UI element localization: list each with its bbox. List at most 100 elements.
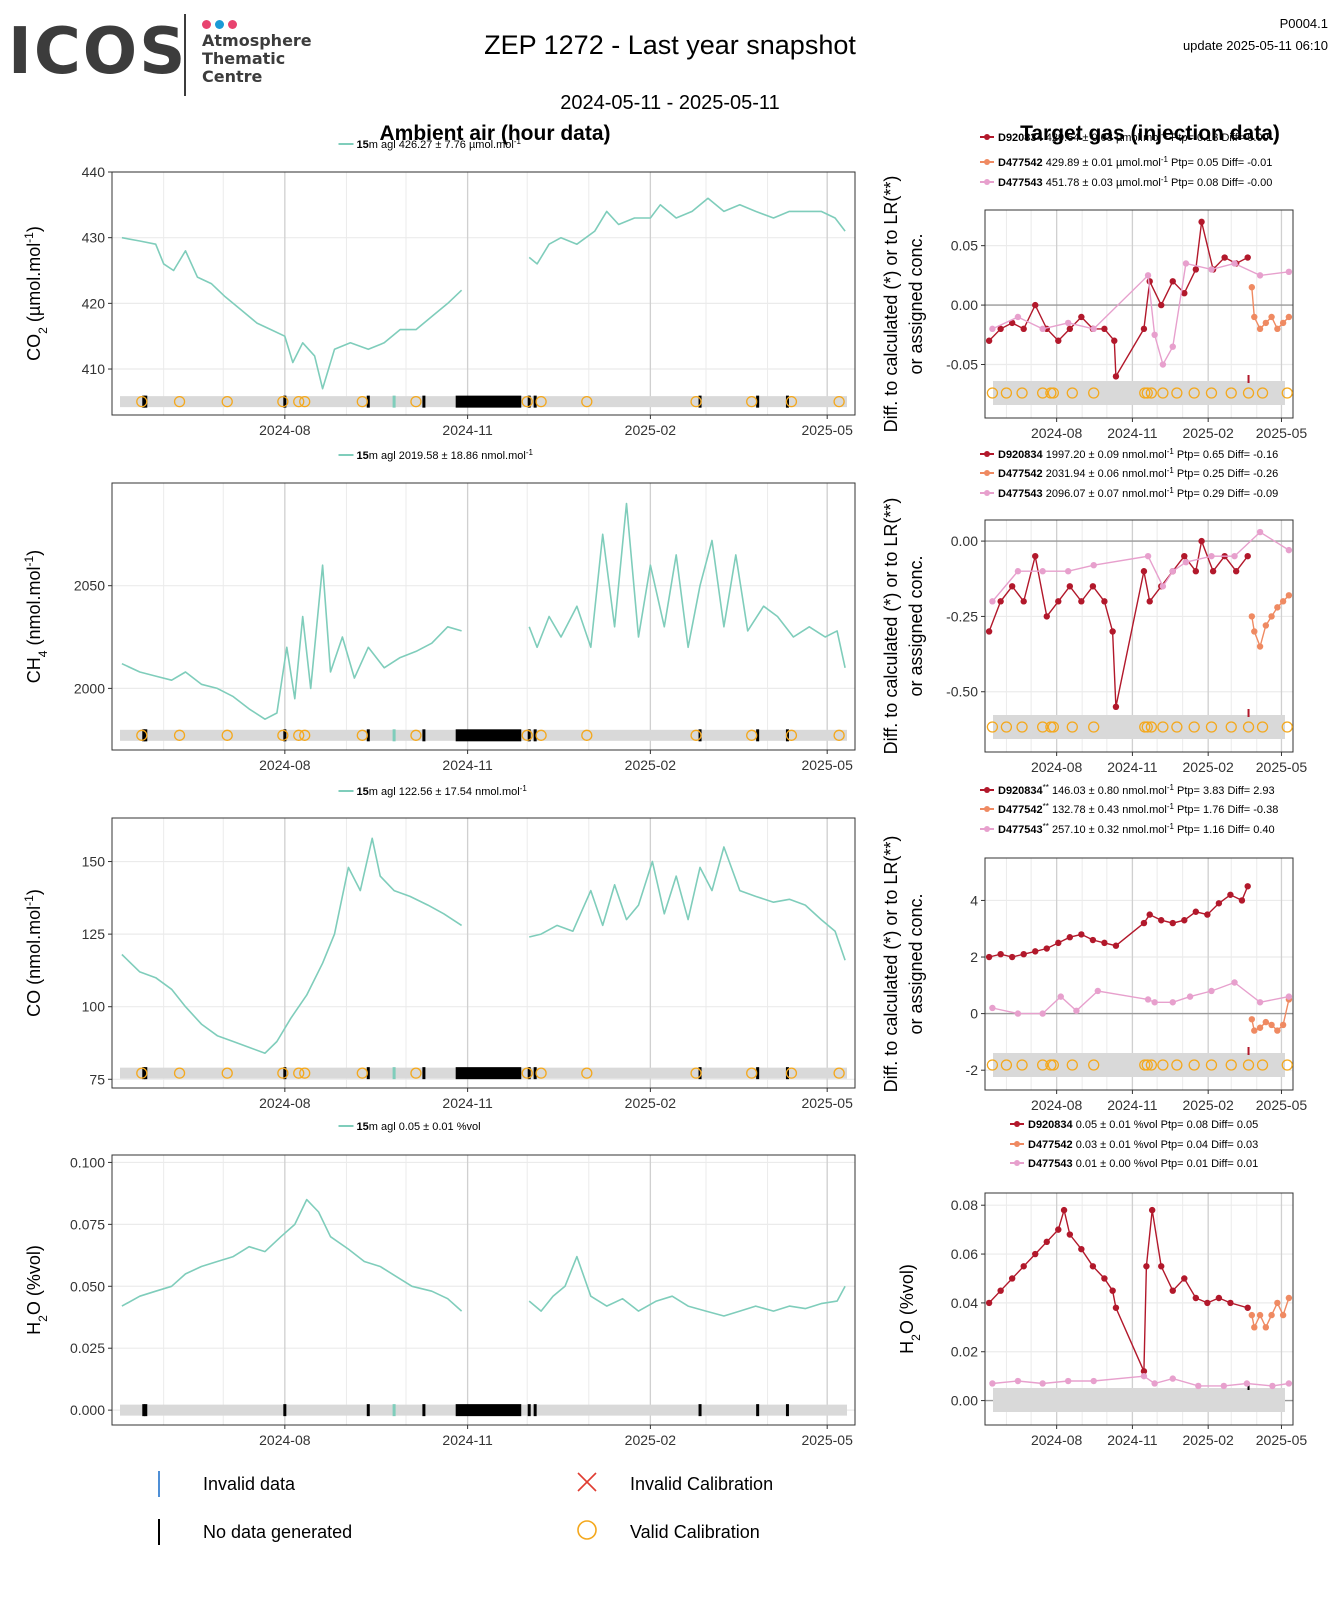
target-series-point <box>1192 1294 1200 1302</box>
label-bold: D920834 <box>998 449 1044 461</box>
target-series-line <box>992 262 1289 367</box>
valid-calibration-marker <box>986 721 999 733</box>
no-data-mark <box>366 395 370 408</box>
x-tick-label: 2025-02 <box>625 757 677 773</box>
valid-calibration-marker <box>521 1067 533 1079</box>
valid-calibration-marker <box>1281 387 1293 399</box>
logo-dot <box>202 20 211 29</box>
target-series-point <box>1248 284 1256 291</box>
series-line-15m <box>121 837 846 1054</box>
target-series-point <box>1248 613 1256 620</box>
target-series-point <box>1101 1275 1108 1282</box>
target-series-point <box>1101 939 1108 947</box>
no-data-mark <box>533 1404 537 1417</box>
no-data-mark <box>527 729 531 742</box>
logo-line: Atmosphere <box>202 31 312 50</box>
target-series-point <box>1032 552 1039 560</box>
target-series-point <box>1032 948 1039 955</box>
target-series-point <box>1032 301 1039 309</box>
target-series-point <box>1256 1311 1264 1319</box>
header: ICOS Atmosphere Thematic Centre ZEP 1272… <box>0 0 1340 160</box>
valid-calibration-marker <box>410 395 422 408</box>
target-series-point <box>1169 568 1176 575</box>
label-part: CO <box>24 990 44 1017</box>
label-part: 451.78 ± 0.03 µmol.mol <box>1043 177 1161 189</box>
target-series-point <box>1043 945 1050 952</box>
no-data-mark <box>698 1067 702 1080</box>
valid-calibration-marker <box>535 395 547 408</box>
target-series-point <box>1279 1311 1287 1319</box>
invalid-calibration-symbol <box>575 1470 605 1500</box>
valid-calibration-marker <box>785 1067 798 1079</box>
label-superscript: -1 <box>520 784 528 793</box>
target-series-point <box>1268 1311 1275 1319</box>
status-band <box>993 1053 1285 1077</box>
plot-border <box>111 482 856 751</box>
y-tick-label: 0.000 <box>70 1402 105 1418</box>
valid-calibration-marker <box>299 1067 311 1079</box>
icos-logo: ICOS Atmosphere Thematic Centre <box>8 12 312 102</box>
label-superscript: -1 <box>1167 802 1175 811</box>
no-data-mark <box>785 729 789 742</box>
target-series-point <box>1008 319 1016 327</box>
target-series-point <box>1146 598 1153 605</box>
target-series-point <box>1227 891 1234 898</box>
valid-calibration-marker <box>581 395 593 408</box>
target-series-point <box>1248 1311 1256 1319</box>
valid-calibration-marker <box>1047 721 1060 733</box>
valid-calibration-marker <box>277 729 289 741</box>
series-line-15m <box>121 502 846 720</box>
status-band <box>993 1388 1285 1412</box>
target-series-point <box>1057 993 1064 1000</box>
label-superscript: -1 <box>514 137 522 146</box>
target-legend-label: D477543 451.78 ± 0.03 µmol.mol-1 Ptp= 0.… <box>998 175 1272 190</box>
x-tick-label: 2025-02 <box>1182 425 1234 441</box>
valid-calibration-marker <box>1242 721 1255 733</box>
target-series-point <box>1144 552 1152 560</box>
target-series-point <box>1269 1382 1276 1390</box>
target-series-point <box>1169 278 1176 285</box>
target-series-point <box>1198 537 1205 545</box>
target-series-point <box>1251 1324 1258 1331</box>
x-tick-label: 2024-08 <box>259 757 311 773</box>
target-series-point <box>1064 319 1072 327</box>
y-axis-label-line2: or assigned conc. <box>906 555 926 696</box>
y-tick-label: 2000 <box>74 680 105 696</box>
label-part: Ptp= 0.01 Diff= 0.01 <box>1158 1158 1259 1170</box>
target-series-point <box>997 950 1004 958</box>
y-tick-label: 0.04 <box>951 1295 978 1311</box>
target-series-point <box>1078 1245 1085 1253</box>
valid-calibration-marker <box>1141 1059 1153 1071</box>
target-series-point <box>1020 1263 1027 1270</box>
invalid-data-mark <box>392 1067 396 1080</box>
label-part: Ptp= 3.83 Diff= 2.93 <box>1174 785 1275 797</box>
valid-calibration-marker <box>833 395 845 408</box>
no-data-mark <box>283 729 287 742</box>
target-series-point <box>1285 592 1293 599</box>
target-series-point <box>989 1380 996 1387</box>
label-part: Ptp= 0.25 Diff= -0.26 <box>1174 468 1278 480</box>
label-bold: D920834 <box>998 132 1044 144</box>
plot-border <box>111 1154 856 1426</box>
legend-key-point <box>984 490 990 496</box>
valid-calibration-marker <box>299 395 311 408</box>
valid-calibration-marker <box>1016 387 1028 399</box>
label-part: H <box>897 1341 917 1354</box>
target-series-point <box>1169 1375 1176 1382</box>
y-tick-label: 430 <box>82 230 106 246</box>
target-series-point <box>997 598 1004 605</box>
no-data-gap-bar <box>455 1404 522 1417</box>
no-data-mark <box>283 1067 287 1080</box>
target-series-point <box>1244 1304 1251 1311</box>
target-series-point <box>1221 254 1228 261</box>
target-legend-label: D477543 2096.07 ± 0.07 nmol.mol-1 Ptp= 0… <box>998 486 1278 501</box>
no-data-mark <box>698 1404 702 1417</box>
valid-calibration-marker <box>833 729 845 741</box>
target-series-line <box>992 981 1290 1015</box>
valid-calibration-symbol <box>575 1518 605 1548</box>
valid-calibration-marker <box>1036 1059 1049 1071</box>
no-data-mark <box>422 1067 426 1080</box>
target-series-point <box>1285 268 1293 276</box>
no-data-mark <box>785 395 789 408</box>
plot-border <box>984 857 1294 1091</box>
